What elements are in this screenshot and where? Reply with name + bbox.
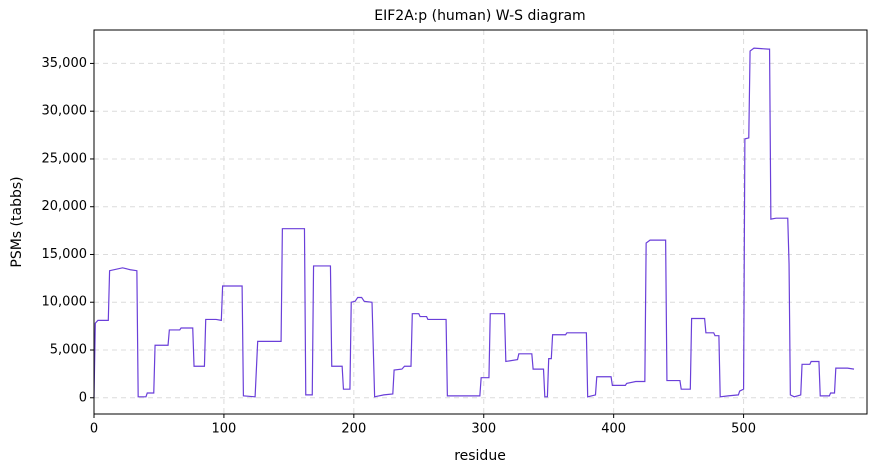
y-tick-label: 15,000 xyxy=(42,247,88,262)
x-tick-label: 0 xyxy=(90,422,98,437)
plot-frame xyxy=(93,29,868,415)
y-axis-label: PSMs (tabbs) xyxy=(9,176,25,267)
x-tick-label: 200 xyxy=(341,422,366,437)
data-line xyxy=(93,47,855,398)
chart-title: EIF2A:p (human) W-S diagram xyxy=(374,8,585,24)
y-tick-label: 5,000 xyxy=(50,343,87,358)
x-tick-label: 100 xyxy=(212,422,237,437)
y-tick-label: 35,000 xyxy=(42,56,88,71)
y-tick-label: 0 xyxy=(79,390,87,405)
x-axis-label: residue xyxy=(454,448,506,464)
x-tick-label: 500 xyxy=(731,422,756,437)
y-tick-label: 10,000 xyxy=(42,295,88,310)
x-tick-label: 300 xyxy=(471,422,496,437)
y-tick-label: 25,000 xyxy=(42,151,88,166)
y-tick-label: 20,000 xyxy=(42,199,88,214)
x-tick-label: 400 xyxy=(601,422,626,437)
y-tick-label: 30,000 xyxy=(42,104,88,119)
